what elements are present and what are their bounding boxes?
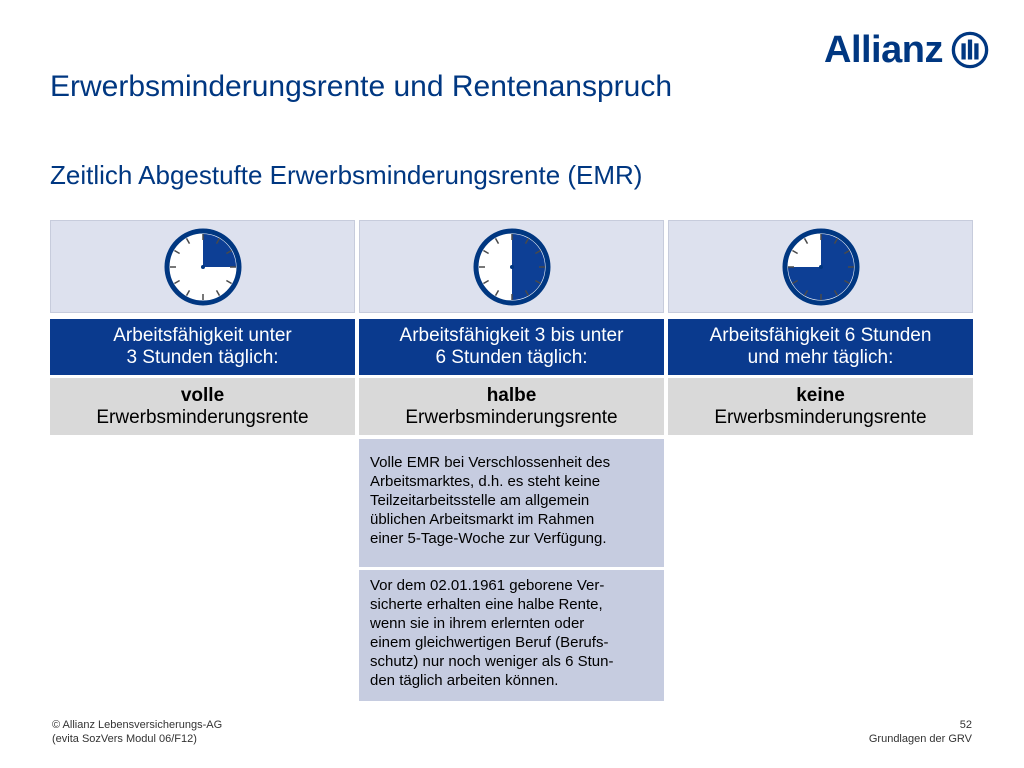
clock-tick (833, 289, 838, 296)
clock-icon-quarter (164, 228, 241, 305)
result-1-level: volle (180, 384, 225, 406)
clock-tick (185, 289, 190, 296)
clock-cell-1 (50, 220, 355, 313)
clock-tick (791, 249, 798, 254)
clock-tick (534, 249, 541, 254)
result-1-text: Erwerbsminderungsrente (96, 406, 309, 428)
header-2-line-2: 6 Stunden täglich: (435, 347, 588, 368)
header-cell-1: Arbeitsfähigkeit unter 3 Stunden täglich… (50, 319, 355, 375)
page-subtitle: Zeitlich Abgestufte Erwerbsminderungsren… (50, 160, 643, 190)
note-2-line: einem gleichwertigen Beruf (Berufs- (370, 634, 609, 651)
footer-section: Grundlagen der GRV (868, 733, 972, 745)
clock-tick (173, 279, 180, 284)
clock-tick (843, 279, 850, 284)
clock-filled-sector (511, 233, 545, 300)
clock-tick (843, 249, 850, 254)
clock-icon-three-quarter (782, 228, 859, 305)
clock-tick (534, 279, 541, 284)
header-3-line-2: und mehr täglich: (747, 347, 894, 368)
clock-center (818, 264, 823, 269)
clock-tick (482, 249, 489, 254)
note-1-line: Volle EMR bei Verschlossenheit des (370, 454, 611, 471)
clock-center (509, 264, 514, 269)
clock-cell-2 (359, 220, 664, 313)
footer-source: (evita SozVers Modul 06/F12) (52, 733, 197, 745)
clock-tick (833, 237, 838, 244)
result-cell-2: halbe Erwerbsminderungsrente (359, 378, 664, 435)
clock-tick (482, 279, 489, 284)
clock-center (200, 264, 205, 269)
clock-tick (215, 289, 220, 296)
logo-text: Allianz (824, 29, 943, 71)
clock-tick (791, 279, 798, 284)
note-1-line: Arbeitsmarktes, d.h. es steht keine (370, 473, 601, 490)
clock-tick (225, 279, 232, 284)
clock-tick (185, 237, 190, 244)
note-1-line: einer 5-Tage-Woche zur Verfügung. (370, 530, 607, 547)
footer-right: 52 Grundlagen der GRV (869, 718, 972, 746)
result-2-level: halbe (486, 384, 537, 406)
header-2-line-1: Arbeitsfähigkeit 3 bis unter (399, 325, 624, 346)
result-cell-3: keine Erwerbsminderungsrente (668, 378, 973, 435)
result-3-text: Erwerbsminderungsrente (714, 406, 927, 428)
header-3-line-1: Arbeitsfähigkeit 6 Stunden (709, 325, 932, 346)
note-box-1: Volle EMR bei Verschlossenheit des Arbei… (359, 439, 664, 567)
clock-icon-half (473, 228, 550, 305)
note-2-line: Vor dem 02.01.1961 geborene Ver- (370, 577, 605, 594)
clock-tick (494, 289, 499, 296)
clock-tick (225, 249, 232, 254)
note-1-line: Teilzeitarbeitsstelle am allgemein (370, 492, 590, 509)
clock-tick (803, 237, 808, 244)
note-2-line: den täglich arbeiten können. (370, 672, 559, 689)
footer-left: © Allianz Lebensversicherungs-AG (evita … (52, 718, 222, 746)
note-2-line: sicherte erhalten eine halbe Rente, (370, 596, 603, 613)
clock-tick (173, 249, 180, 254)
note-2-line: schutz) nur noch weniger als 6 Stun- (370, 653, 614, 670)
page-title: Erwerbsminderungsrente und Rentenanspruc… (50, 70, 673, 103)
footer-copyright: © Allianz Lebensversicherungs-AG (52, 719, 223, 731)
result-3-level: keine (796, 384, 845, 406)
clock-tick (524, 289, 529, 296)
clock-tick (494, 237, 499, 244)
clock-tick (803, 289, 808, 296)
allianz-eagle-icon (951, 31, 989, 69)
clock-tick (215, 237, 220, 244)
clock-tick (524, 237, 529, 244)
clock-filled-sector (202, 233, 236, 267)
header-1-line-2: 3 Stunden täglich: (126, 347, 279, 368)
note-2-line: wenn sie in ihrem erlernten oder (370, 615, 585, 632)
clock-cell-3 (668, 220, 973, 313)
allianz-logo: Allianz (824, 28, 989, 72)
header-1-line-1: Arbeitsfähigkeit unter (113, 325, 292, 346)
result-2-text: Erwerbsminderungsrente (405, 406, 618, 428)
page-number: 52 (959, 719, 972, 731)
note-1-line: üblichen Arbeitsmarkt im Rahmen (370, 511, 595, 528)
note-box-2: Vor dem 02.01.1961 geborene Ver- sichert… (359, 570, 664, 701)
result-cell-1: volle Erwerbsminderungsrente (50, 378, 355, 435)
header-cell-2: Arbeitsfähigkeit 3 bis unter 6 Stunden t… (359, 319, 664, 375)
header-cell-3: Arbeitsfähigkeit 6 Stunden und mehr tägl… (668, 319, 973, 375)
